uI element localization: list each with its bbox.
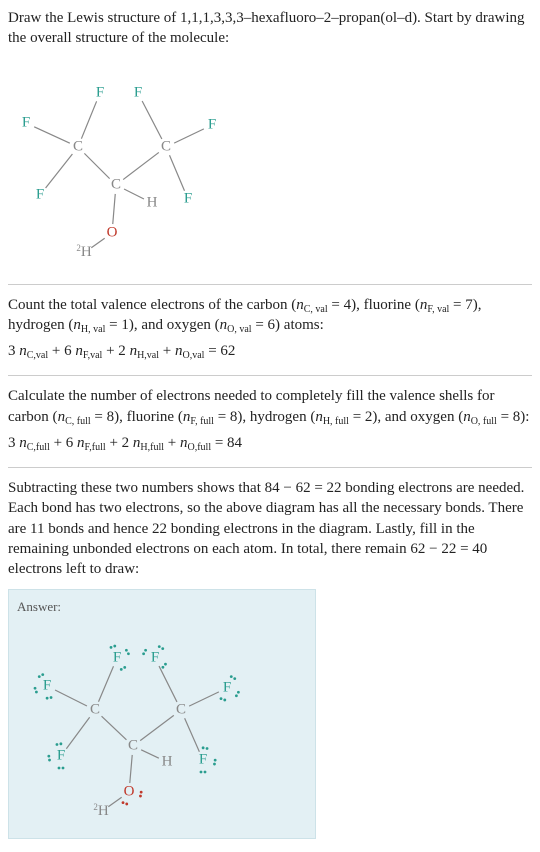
svg-text:F: F — [22, 114, 30, 130]
answer-box: Answer: C C C F F F F F F H O 2H — [8, 589, 316, 839]
svg-text:O: O — [107, 224, 118, 240]
svg-text:F: F — [36, 186, 44, 202]
svg-text:F: F — [151, 649, 159, 665]
svg-text:C: C — [73, 138, 83, 154]
count-formula: 3 nC,val + 6 nF,val + 2 nH,val + nO,val … — [8, 341, 532, 361]
svg-text:F: F — [134, 84, 142, 100]
svg-text:F: F — [208, 116, 216, 132]
svg-text:F: F — [184, 190, 192, 206]
svg-text:F: F — [57, 747, 65, 763]
svg-text:C: C — [176, 701, 186, 717]
svg-text:F: F — [43, 677, 51, 693]
divider-2 — [8, 375, 532, 376]
structure-diagram-2: C C C F F F F F F H O 2H — [17, 620, 307, 830]
svg-text:F: F — [223, 679, 231, 695]
svg-text:H: H — [162, 753, 173, 769]
svg-text:F: F — [96, 84, 104, 100]
svg-text:2H: 2H — [76, 243, 92, 260]
answer-label: Answer: — [17, 598, 307, 616]
svg-text:O: O — [124, 783, 135, 799]
svg-text:F: F — [199, 751, 207, 767]
svg-text:C: C — [90, 701, 100, 717]
full-paragraph: Calculate the number of electrons needed… — [8, 386, 532, 427]
intro-text: Draw the Lewis structure of 1,1,1,3,3,3–… — [8, 8, 532, 49]
svg-text:C: C — [111, 176, 121, 192]
svg-text:C: C — [128, 737, 138, 753]
svg-text:H: H — [147, 194, 158, 210]
svg-text:2H: 2H — [93, 802, 109, 819]
svg-text:F: F — [113, 649, 121, 665]
svg-text:C: C — [161, 138, 171, 154]
divider-3 — [8, 467, 532, 468]
full-formula: 3 nC,full + 6 nF,full + 2 nH,full + nO,f… — [8, 433, 532, 453]
structure-diagram-1: C C C F F F F F F H O 2H — [8, 55, 532, 270]
count-paragraph: Count the total valence electrons of the… — [8, 295, 532, 336]
subtract-paragraph: Subtracting these two numbers shows that… — [8, 478, 532, 579]
divider-1 — [8, 284, 532, 285]
